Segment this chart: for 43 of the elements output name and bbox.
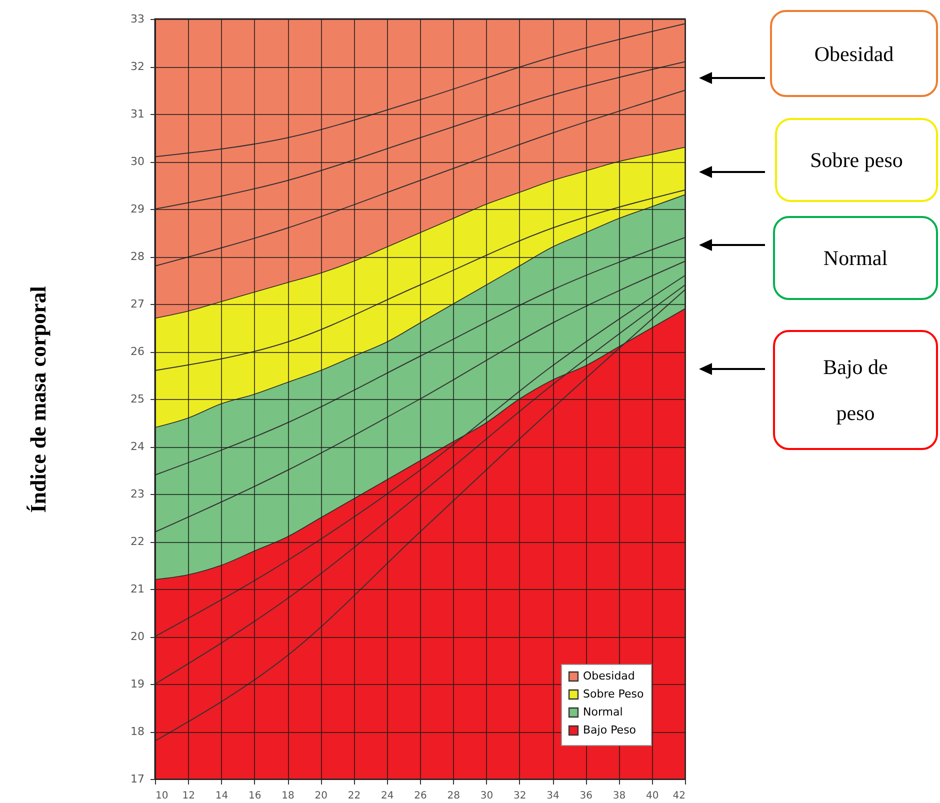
y-tick-label: 22 (130, 535, 144, 548)
x-tick-label: 36 (580, 790, 592, 802)
text: Sobre peso (810, 147, 903, 174)
x-tick-label: 40 (646, 790, 659, 802)
x-tick-label: 14 (215, 790, 228, 802)
legend-label: Bajo Peso (583, 724, 636, 736)
y-tick-label: 18 (130, 725, 144, 738)
x-tick-label: 18 (282, 790, 294, 802)
y-tick-label: 25 (130, 392, 144, 406)
x-tick-label: 20 (314, 790, 328, 802)
text: Normal (823, 245, 888, 272)
x-tick-label: 42 (672, 790, 686, 802)
y-axis-title: Índice de masa corporal (26, 286, 51, 513)
legend-label: Sobre Peso (583, 688, 644, 700)
y-tick-label: 26 (130, 345, 144, 358)
x-tick-label: 24 (381, 790, 394, 802)
x-tick-label: 22 (348, 790, 361, 802)
text: Bajo de peso (822, 354, 889, 427)
y-tick-label: 31 (130, 108, 144, 120)
x-tick-label: 32 (514, 790, 526, 802)
x-tick-label: 38 (612, 790, 626, 802)
x-tick-label: 30 (480, 790, 494, 802)
x-tick-label: 10 (156, 790, 168, 802)
y-tick-label: 32 (130, 60, 144, 73)
x-tick-label: 28 (447, 790, 460, 802)
x-tick-label: 12 (182, 790, 195, 802)
x-tick-label: 26 (414, 790, 427, 802)
x-tick-label: 34 (546, 790, 560, 802)
y-tick-label: 24 (130, 440, 144, 453)
y-tick-label: 28 (130, 250, 144, 263)
y-tick-label: 21 (130, 582, 144, 596)
y-tick-label: 23 (130, 488, 144, 500)
x-tick-label: 16 (248, 790, 262, 802)
y-tick-label: 29 (130, 202, 144, 216)
y-tick-label: 20 (130, 630, 144, 643)
text: Obesidad (814, 40, 894, 68)
legend-label: Obesidad (583, 670, 635, 682)
y-tick-label: 17 (130, 772, 144, 786)
y-tick-label: 27 (130, 298, 144, 310)
y-tick-label: 33 (130, 12, 144, 26)
y-tick-label: 19 (130, 678, 144, 690)
legend-label: Normal (583, 706, 623, 718)
y-tick-label: 30 (130, 155, 144, 168)
